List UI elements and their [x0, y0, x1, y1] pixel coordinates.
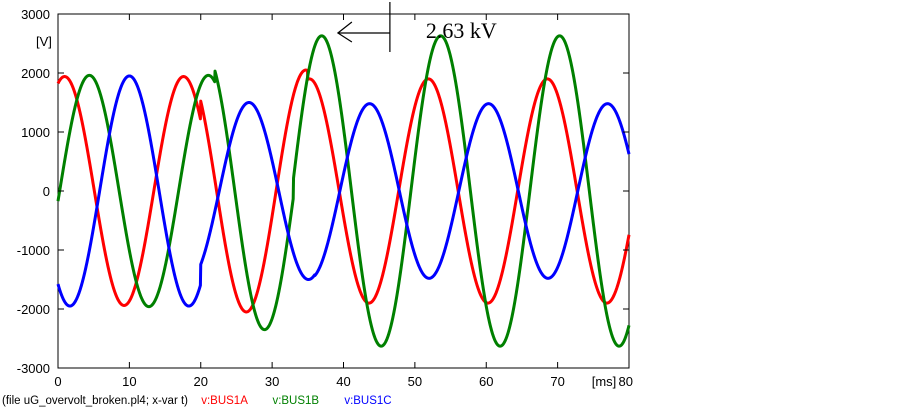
x-tick-label: 50	[408, 374, 422, 389]
x-tick-label: 70	[550, 374, 564, 389]
legend-entry-bus1a: v:BUS1A	[201, 395, 248, 407]
axis-layer: -3000 -2000 -1000 0 1000 2000 3000 0 10 20 30 40 50 6…	[17, 7, 633, 389]
x-tick-label: 80	[619, 374, 633, 389]
x-tick-label: 30	[265, 374, 279, 389]
annotation-text: 2.63 kV	[426, 18, 497, 43]
legend: (file uG_overvolt_broken.pl4; x-var t) v…	[2, 395, 392, 407]
y-tick-label: 1000	[21, 125, 50, 140]
x-unit-label: [ms]	[592, 374, 617, 389]
annotation-arrow-head	[336, 21, 353, 43]
y-tick-label: -1000	[17, 243, 50, 258]
series-line-vbus1a	[56, 68, 631, 314]
x-tick-label: 10	[122, 374, 136, 389]
y-tick-label: -3000	[17, 361, 50, 376]
series-line-vbus1b	[56, 34, 631, 348]
y-unit-label: [V]	[36, 34, 52, 49]
series-line-vbus1c	[56, 74, 631, 308]
x-tick-label: 0	[54, 374, 61, 389]
y-tick-label: -2000	[17, 302, 50, 317]
x-tick-label: 20	[194, 374, 208, 389]
legend-prefix: (file uG_overvolt_broken.pl4; x-var t)	[2, 395, 188, 407]
y-tick-label: 3000	[21, 7, 50, 22]
legend-entry-bus1c: v:BUS1C	[344, 395, 391, 407]
annotation-peak: 2.63 kV	[336, 2, 497, 52]
y-tick-label: 0	[43, 184, 50, 199]
x-tick-label: 40	[336, 374, 350, 389]
legend-entry-bus1b: v:BUS1B	[272, 395, 319, 407]
y-tick-label: 2000	[21, 66, 50, 81]
series-layer	[56, 34, 631, 348]
x-tick-label: 60	[479, 374, 493, 389]
plot-frame	[57, 13, 630, 369]
